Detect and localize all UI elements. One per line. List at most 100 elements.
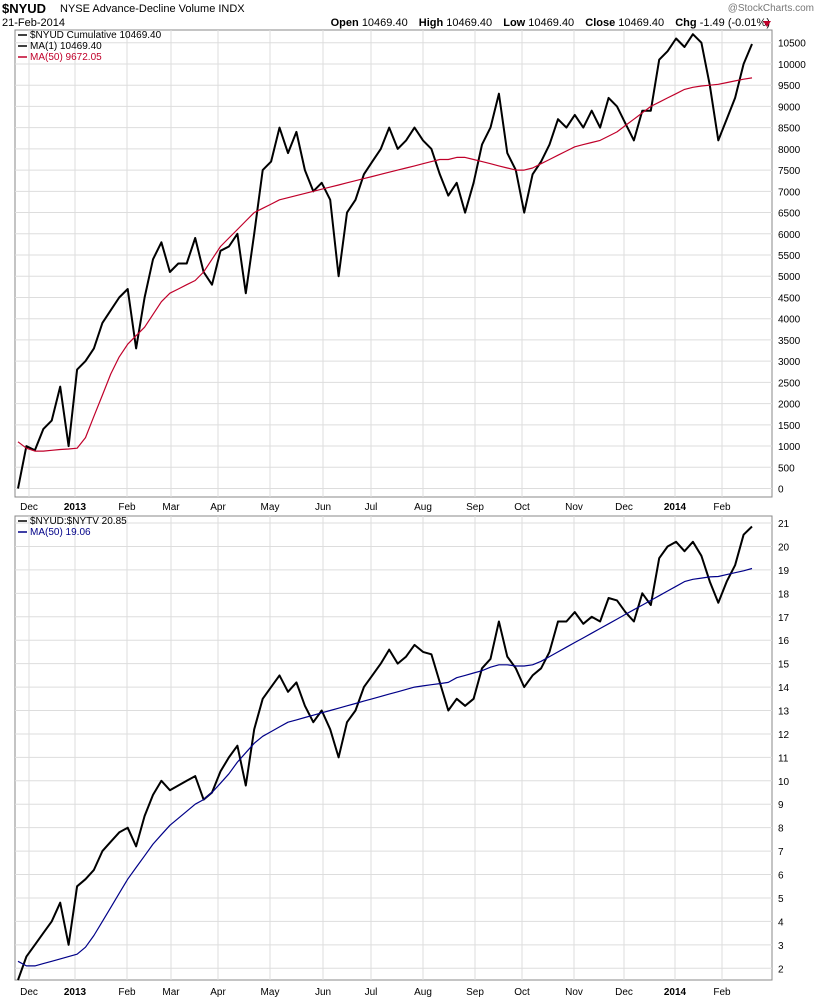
y-tick-label: 2500: [778, 378, 801, 389]
y-tick-label: 8: [778, 824, 784, 835]
y-tick-label: 6500: [778, 209, 801, 220]
ticker-symbol: $NYUD: [2, 1, 47, 16]
legend-entry: MA(50) 19.06: [30, 527, 91, 538]
down-arrow-icon: [763, 21, 771, 27]
open-value: 10469.40: [361, 17, 408, 29]
y-tick-label: 3500: [778, 336, 801, 347]
y-tick-label: 14: [778, 683, 790, 694]
chg-value: -1.49 (-0.01%): [699, 17, 770, 29]
x-tick-label: Aug: [414, 502, 432, 513]
x-tick-label: Dec: [20, 987, 38, 998]
x-tick-label: Feb: [118, 502, 136, 513]
x-tick-label: 2014: [664, 987, 687, 998]
y-tick-label: 21: [778, 519, 790, 530]
x-tick-label: Sep: [466, 987, 484, 998]
y-tick-label: 5000: [778, 272, 801, 283]
y-tick-label: 10500: [778, 39, 806, 50]
x-tick-label: Dec: [615, 502, 633, 513]
legend-entry: $NYUD Cumulative 10469.40: [30, 30, 162, 41]
open-label: Open: [330, 17, 359, 29]
y-tick-label: 3: [778, 941, 784, 952]
high-label: High: [418, 17, 444, 29]
x-tick-label: Mar: [162, 502, 180, 513]
legend-entry: MA(1) 10469.40: [30, 41, 102, 52]
x-tick-label: 2014: [664, 502, 687, 513]
y-tick-label: 8500: [778, 124, 801, 135]
x-tick-label: Dec: [615, 987, 633, 998]
x-tick-label: Feb: [713, 502, 731, 513]
y-tick-label: 500: [778, 463, 795, 474]
index-name: NYSE Advance-Decline Volume INDX: [60, 3, 245, 15]
y-tick-label: 13: [778, 707, 790, 718]
y-tick-label: 5500: [778, 251, 801, 262]
legend-entry: MA(50) 9672.05: [30, 52, 102, 63]
x-tick-label: 2013: [64, 502, 87, 513]
y-tick-label: 0: [778, 485, 784, 496]
y-tick-label: 18: [778, 589, 790, 600]
panel-2: 2 3 4 5 6 7 8 9 10 11 12 13 14 15 16 17 18 19 20 21 Dec 2013 F…: [14, 515, 790, 998]
stockcharts-credit: @StockCharts.com: [727, 3, 814, 14]
x-tick-label: Apr: [210, 987, 226, 998]
series-line-1: [17, 33, 753, 489]
panel-1: 0 500 1000 1500 2000 2500 3000 3500 4000 4500 5000…: [14, 29, 806, 513]
close-value: 10469.40: [618, 17, 665, 29]
low-value: 10469.40: [528, 17, 575, 29]
close-label: Close: [585, 17, 616, 29]
y-tick-label: 16: [778, 636, 790, 647]
y-tick-label: 8000: [778, 145, 801, 156]
y-tick-label: 1500: [778, 421, 801, 432]
x-tick-label: Oct: [514, 502, 530, 513]
y-tick-label: 6: [778, 871, 784, 882]
y-tick-label: 9500: [778, 81, 801, 92]
x-tick-label: Sep: [466, 502, 484, 513]
y-tick-label: 2000: [778, 400, 801, 411]
y-tick-label: 12: [778, 730, 790, 741]
x-tick-label: Jul: [365, 502, 378, 513]
series-line-1: [17, 525, 753, 981]
y-tick-label: 7000: [778, 187, 801, 198]
y-tick-label: 5: [778, 894, 784, 905]
y-tick-label: 7: [778, 847, 784, 858]
x-tick-label: Aug: [414, 987, 432, 998]
y-tick-label: 15: [778, 660, 790, 671]
x-tick-label: Jun: [315, 502, 331, 513]
x-tick-label: Jun: [315, 987, 331, 998]
x-tick-label: Oct: [514, 987, 530, 998]
y-tick-label: 4: [778, 917, 784, 928]
high-value: 10469.40: [446, 17, 493, 29]
y-tick-label: 10: [778, 777, 790, 788]
plot-frame: [14, 515, 773, 981]
plot-frame: [14, 29, 773, 498]
y-tick-label: 2: [778, 964, 784, 975]
y-tick-label: 4000: [778, 315, 801, 326]
x-tick-label: Dec: [20, 502, 38, 513]
y-tick-label: 9: [778, 800, 784, 811]
legend-entry: $NYUD:$NYTV 20.85: [30, 516, 127, 527]
x-tick-label: Jul: [365, 987, 378, 998]
y-tick-label: 17: [778, 613, 790, 624]
ohlc-readout: Open 10469.40 High 10469.40 Low 10469.40…: [331, 17, 770, 29]
y-tick-label: 10000: [778, 60, 806, 71]
x-tick-label: Mar: [162, 987, 180, 998]
chg-label: Chg: [675, 17, 697, 29]
chart-date: 21-Feb-2014: [2, 17, 65, 29]
x-tick-label: Feb: [118, 987, 136, 998]
x-tick-label: May: [261, 502, 280, 513]
low-label: Low: [503, 17, 526, 29]
x-tick-label: Nov: [565, 502, 583, 513]
y-tick-label: 7500: [778, 166, 801, 177]
x-tick-label: Feb: [713, 987, 731, 998]
y-tick-label: 1000: [778, 442, 801, 453]
y-tick-label: 4500: [778, 293, 801, 304]
y-tick-label: 3000: [778, 357, 801, 368]
x-tick-label: May: [261, 987, 280, 998]
y-tick-label: 11: [778, 753, 789, 764]
series-line-2: [17, 77, 753, 452]
y-tick-label: 19: [778, 566, 790, 577]
x-tick-label: Apr: [210, 502, 226, 513]
y-tick-label: 9000: [778, 102, 801, 113]
y-tick-label: 6000: [778, 230, 801, 241]
series-line-2: [17, 567, 753, 967]
